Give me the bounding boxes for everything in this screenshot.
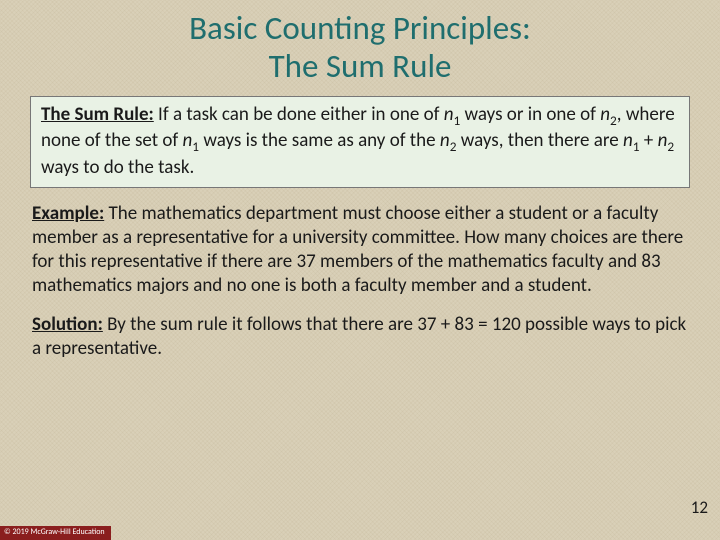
rule-text-e: ways, then there are — [456, 129, 623, 152]
slide-title: Basic Counting Principles: The Sum Rule — [30, 10, 690, 86]
slide: Basic Counting Principles: The Sum Rule … — [0, 0, 720, 540]
example-paragraph: Example: The mathematics department must… — [30, 202, 690, 297]
rule-sub2c: 2 — [667, 138, 674, 155]
rule-lead: The Sum Rule: — [41, 103, 154, 126]
rule-n1c: n — [623, 129, 633, 152]
rule-n1b: n — [183, 129, 193, 152]
rule-n2a: n — [600, 103, 610, 126]
page-number: 12 — [691, 497, 708, 518]
solution-lead: Solution: — [32, 313, 103, 336]
title-line-1: Basic Counting Principles: — [189, 8, 531, 48]
rule-text-f: ways to do the task. — [41, 156, 194, 179]
example-lead: Example: — [32, 202, 104, 225]
rule-sub1c: 1 — [633, 138, 640, 155]
rule-sub2a: 2 — [610, 112, 617, 129]
solution-text: By the sum rule it follows that there ar… — [32, 313, 686, 360]
solution-paragraph: Solution: By the sum rule it follows tha… — [30, 313, 690, 361]
rule-text-d: ways is the same as any of the — [199, 129, 440, 152]
sum-rule-box: The Sum Rule: If a task can be done eith… — [30, 96, 690, 189]
rule-text-b: ways or in one of — [460, 103, 600, 126]
rule-text-a: If a task can be done either in one of — [154, 103, 444, 126]
title-line-2: The Sum Rule — [269, 46, 452, 86]
rule-plus: + — [640, 129, 658, 152]
rule-n2c: n — [658, 129, 668, 152]
copyright-badge: © 2019 McGraw-Hill Education — [0, 526, 111, 540]
example-text: The mathematics department must choose e… — [32, 202, 683, 296]
rule-n2b: n — [440, 129, 450, 152]
